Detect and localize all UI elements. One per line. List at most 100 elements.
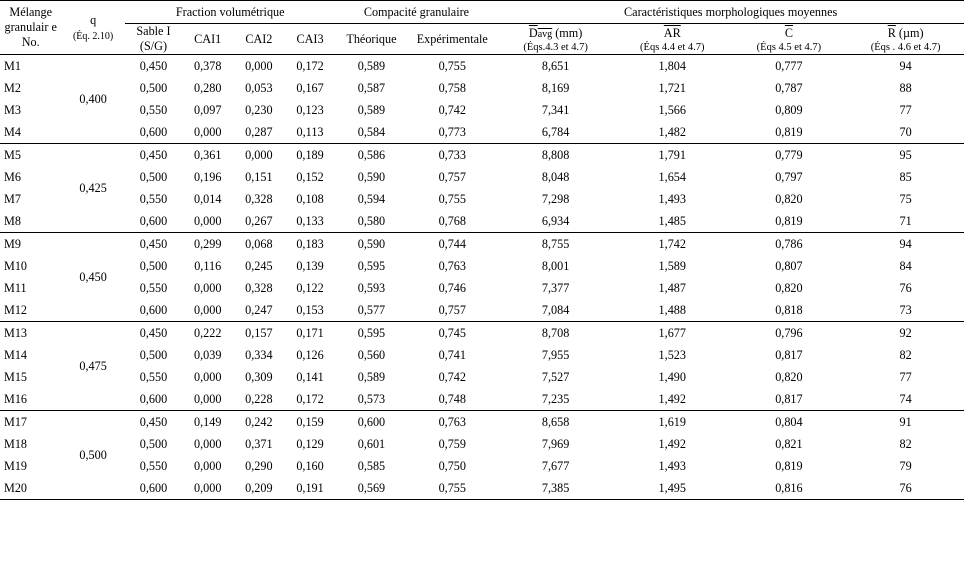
- table-row: M40,6000,0000,2870,1130,5840,7736,7841,4…: [0, 121, 964, 144]
- melange-cell: M8: [0, 210, 61, 233]
- theorique-cell: 0,595: [336, 322, 408, 345]
- ar-cell: 1,589: [614, 255, 731, 277]
- cai1-cell: 0,014: [182, 188, 233, 210]
- cai3-cell: 0,139: [284, 255, 335, 277]
- cai1-cell: 0,361: [182, 144, 233, 167]
- melange-cell: M6: [0, 166, 61, 188]
- cai3-cell: 0,153: [284, 299, 335, 322]
- r-cell: 82: [847, 344, 964, 366]
- experimentale-cell: 0,755: [407, 188, 497, 210]
- ar-cell: 1,804: [614, 55, 731, 78]
- cai2-cell: 0,245: [233, 255, 284, 277]
- cai2-cell: 0,000: [233, 144, 284, 167]
- cai1-cell: 0,280: [182, 77, 233, 99]
- melange-cell: M2: [0, 77, 61, 99]
- c-cell: 0,820: [731, 277, 848, 299]
- c-cell: 0,777: [731, 55, 848, 78]
- header-c: C(Éqs 4.5 et 4.7): [731, 24, 848, 55]
- cai2-cell: 0,157: [233, 322, 284, 345]
- cai3-cell: 0,133: [284, 210, 335, 233]
- sable-cell: 0,550: [125, 188, 182, 210]
- ar-cell: 1,721: [614, 77, 731, 99]
- davg-cell: 7,235: [497, 388, 614, 411]
- sable-cell: 0,600: [125, 477, 182, 500]
- cai1-cell: 0,000: [182, 299, 233, 322]
- cai2-cell: 0,328: [233, 188, 284, 210]
- q-cell: 0,425: [61, 144, 124, 233]
- sable-cell: 0,450: [125, 411, 182, 434]
- davg-cell: 7,298: [497, 188, 614, 210]
- r-cell: 77: [847, 99, 964, 121]
- cai2-cell: 0,371: [233, 433, 284, 455]
- sable-cell: 0,550: [125, 455, 182, 477]
- header-ar: AR(Éqs 4.4 et 4.7): [614, 24, 731, 55]
- davg-cell: 7,677: [497, 455, 614, 477]
- theorique-cell: 0,580: [336, 210, 408, 233]
- table-row: M30,5500,0970,2300,1230,5890,7427,3411,5…: [0, 99, 964, 121]
- sable-cell: 0,600: [125, 299, 182, 322]
- ar-cell: 1,493: [614, 188, 731, 210]
- c-cell: 0,817: [731, 388, 848, 411]
- melange-cell: M3: [0, 99, 61, 121]
- sable-cell: 0,600: [125, 210, 182, 233]
- experimentale-cell: 0,742: [407, 366, 497, 388]
- r-cell: 74: [847, 388, 964, 411]
- cai2-cell: 0,334: [233, 344, 284, 366]
- c-cell: 0,817: [731, 344, 848, 366]
- theorique-cell: 0,601: [336, 433, 408, 455]
- sable-cell: 0,500: [125, 344, 182, 366]
- theorique-cell: 0,573: [336, 388, 408, 411]
- cai1-cell: 0,097: [182, 99, 233, 121]
- experimentale-cell: 0,750: [407, 455, 497, 477]
- r-cell: 88: [847, 77, 964, 99]
- davg-cell: 8,001: [497, 255, 614, 277]
- theorique-cell: 0,589: [336, 366, 408, 388]
- cai2-cell: 0,000: [233, 55, 284, 78]
- theorique-cell: 0,586: [336, 144, 408, 167]
- r-cell: 84: [847, 255, 964, 277]
- cai3-cell: 0,122: [284, 277, 335, 299]
- cai1-cell: 0,000: [182, 210, 233, 233]
- sable-cell: 0,600: [125, 121, 182, 144]
- davg-cell: 7,969: [497, 433, 614, 455]
- c-cell: 0,819: [731, 455, 848, 477]
- q-cell: 0,475: [61, 322, 124, 411]
- theorique-cell: 0,590: [336, 166, 408, 188]
- table-row: M90,4500,4500,2990,0680,1830,5900,7448,7…: [0, 233, 964, 256]
- davg-cell: 8,651: [497, 55, 614, 78]
- ar-cell: 1,495: [614, 477, 731, 500]
- ar-cell: 1,493: [614, 455, 731, 477]
- table-row: M50,4250,4500,3610,0000,1890,5860,7338,8…: [0, 144, 964, 167]
- melange-cell: M7: [0, 188, 61, 210]
- r-cell: 75: [847, 188, 964, 210]
- ar-cell: 1,742: [614, 233, 731, 256]
- cai1-cell: 0,222: [182, 322, 233, 345]
- r-cell: 95: [847, 144, 964, 167]
- melange-cell: M4: [0, 121, 61, 144]
- q-cell: 0,500: [61, 411, 124, 500]
- theorique-cell: 0,594: [336, 188, 408, 210]
- table-row: M70,5500,0140,3280,1080,5940,7557,2981,4…: [0, 188, 964, 210]
- table-row: M190,5500,0000,2900,1600,5850,7507,6771,…: [0, 455, 964, 477]
- melange-cell: M5: [0, 144, 61, 167]
- davg-cell: 7,527: [497, 366, 614, 388]
- header-q: q(Éq. 2.10): [61, 1, 124, 55]
- experimentale-cell: 0,763: [407, 411, 497, 434]
- header-melange: Mélange granulair e No.: [0, 1, 61, 55]
- experimentale-cell: 0,768: [407, 210, 497, 233]
- table-row: M20,5000,2800,0530,1670,5870,7588,1691,7…: [0, 77, 964, 99]
- theorique-cell: 0,569: [336, 477, 408, 500]
- ar-cell: 1,619: [614, 411, 731, 434]
- experimentale-cell: 0,744: [407, 233, 497, 256]
- table-row: M140,5000,0390,3340,1260,5600,7417,9551,…: [0, 344, 964, 366]
- q-cell: 0,450: [61, 233, 124, 322]
- r-cell: 77: [847, 366, 964, 388]
- r-cell: 82: [847, 433, 964, 455]
- theorique-cell: 0,589: [336, 99, 408, 121]
- davg-cell: 8,169: [497, 77, 614, 99]
- sable-cell: 0,550: [125, 277, 182, 299]
- melange-cell: M18: [0, 433, 61, 455]
- theorique-cell: 0,589: [336, 55, 408, 78]
- table-row: M10,4000,4500,3780,0000,1720,5890,7558,6…: [0, 55, 964, 78]
- header-compacite: Compacité granulaire: [336, 1, 498, 24]
